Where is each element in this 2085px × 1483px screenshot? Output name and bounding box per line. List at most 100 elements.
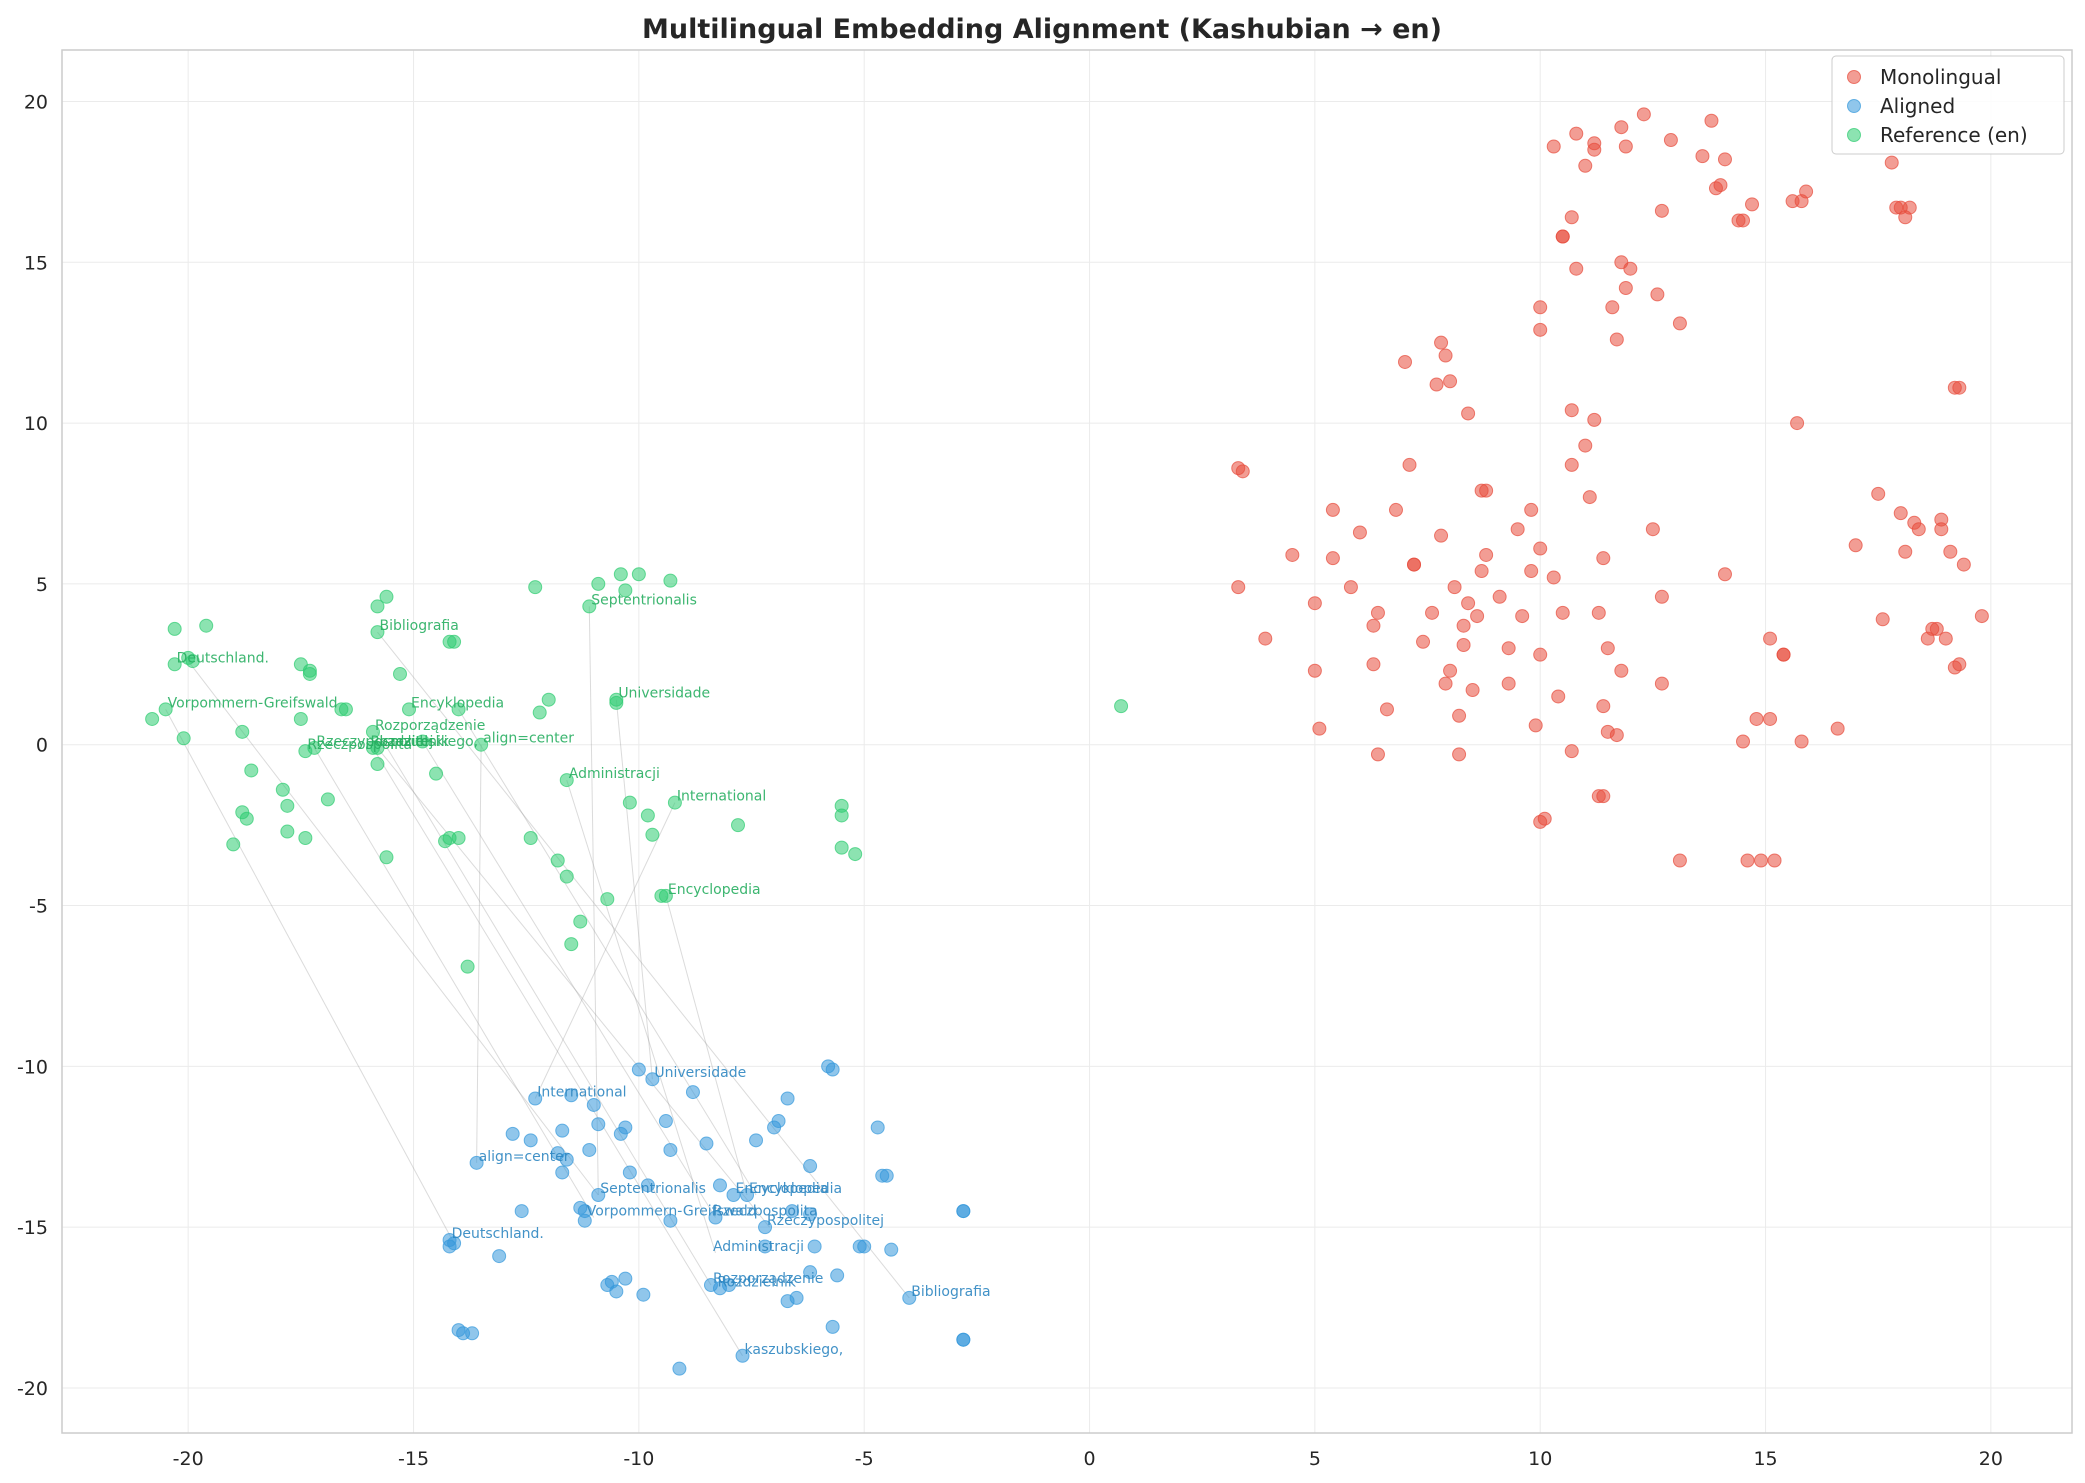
data-point <box>631 567 646 582</box>
x-tick-label: 15 <box>1753 1448 1777 1470</box>
data-point <box>1447 580 1462 595</box>
data-point <box>1452 747 1467 762</box>
data-point <box>1569 261 1584 276</box>
aligned-point-label: Rzeczypospolitej <box>767 1213 884 1229</box>
data-point <box>956 1332 971 1347</box>
data-point <box>1416 634 1431 649</box>
data-point <box>1537 811 1552 826</box>
data-point <box>1429 377 1444 392</box>
data-point <box>1695 149 1710 164</box>
data-point <box>789 1290 804 1305</box>
aligned-point-label: Deutschland. <box>452 1226 544 1242</box>
y-tick-label: -5 <box>29 896 48 918</box>
data-point <box>1564 744 1579 759</box>
data-point <box>1492 589 1507 604</box>
data-point <box>1902 200 1917 215</box>
x-tick-label: 10 <box>1528 1448 1552 1470</box>
data-point <box>830 1268 845 1283</box>
data-point <box>451 830 466 845</box>
data-points <box>145 107 1989 1376</box>
data-point <box>577 1204 592 1219</box>
aligned-point-label: align=center <box>479 1149 570 1165</box>
x-tick-label: 5 <box>1309 1448 1321 1470</box>
data-point <box>555 1123 570 1138</box>
data-point <box>785 1204 800 1219</box>
data-point <box>1650 287 1665 302</box>
data-point <box>1388 502 1403 517</box>
data-point <box>613 567 628 582</box>
data-point <box>1564 403 1579 418</box>
reference-point-label: Rzeczpospolita <box>307 737 412 753</box>
data-point <box>1884 155 1899 170</box>
data-point <box>1443 374 1458 389</box>
data-point <box>505 1126 520 1141</box>
data-point <box>609 1284 624 1299</box>
reference-point-label: Bibliografia <box>379 618 458 634</box>
data-point <box>631 1062 646 1077</box>
y-tick-label: -20 <box>17 1378 48 1400</box>
data-point <box>582 599 597 614</box>
data-point <box>1114 699 1129 714</box>
data-point <box>1898 544 1913 559</box>
data-point <box>1934 522 1949 537</box>
data-point <box>379 589 394 604</box>
data-point <box>1871 486 1886 501</box>
data-point <box>1591 605 1606 620</box>
data-point <box>1285 547 1300 562</box>
data-point <box>1736 213 1751 228</box>
data-point <box>1749 711 1764 726</box>
alignment-link <box>377 731 712 1286</box>
data-point <box>622 1165 637 1180</box>
reference-point-label: Septentrionalis <box>591 592 697 608</box>
data-point <box>618 1120 633 1135</box>
data-point <box>771 1114 786 1129</box>
data-point <box>1943 544 1958 559</box>
data-point <box>1582 490 1597 505</box>
data-point <box>1645 522 1660 537</box>
data-point <box>645 1072 660 1087</box>
data-point <box>1618 139 1633 154</box>
data-point <box>735 1348 750 1363</box>
data-point <box>1524 564 1539 579</box>
data-point <box>618 1271 633 1286</box>
data-point <box>645 827 660 842</box>
data-point <box>1754 853 1769 868</box>
data-point <box>1425 605 1440 620</box>
aligned-point-label: Vorpommern-Greifswald <box>587 1204 757 1220</box>
data-point <box>1609 728 1624 743</box>
data-point <box>1479 547 1494 562</box>
data-point <box>1231 580 1246 595</box>
data-point <box>1938 631 1953 646</box>
data-point <box>1398 354 1413 369</box>
data-point <box>1587 142 1602 157</box>
data-point <box>1452 708 1467 723</box>
reference-point-label: align=center <box>483 731 574 747</box>
point-labels: Septentrionalis Bibliografia Deutschland. V… <box>168 592 991 1357</box>
alignment-link <box>588 606 599 1196</box>
data-point <box>293 711 308 726</box>
data-point <box>803 1207 818 1222</box>
legend: Monolingual Aligned Reference (en) <box>1831 55 2065 155</box>
data-point <box>555 1165 570 1180</box>
data-point <box>1790 416 1805 431</box>
alignment-link <box>458 709 757 1196</box>
data-point <box>1717 152 1732 167</box>
data-point <box>591 1187 606 1202</box>
data-point <box>618 583 633 598</box>
aligned-point-label: Rozporządzenie <box>713 1271 823 1287</box>
data-point <box>1654 203 1669 218</box>
data-point <box>663 573 678 588</box>
data-point <box>1555 605 1570 620</box>
data-point <box>1501 676 1516 691</box>
data-point <box>573 914 588 929</box>
data-point <box>1618 281 1633 296</box>
data-point <box>1370 605 1385 620</box>
data-point <box>460 959 475 974</box>
data-point <box>780 1091 795 1106</box>
data-point <box>415 734 430 749</box>
data-point <box>370 757 385 772</box>
data-point <box>1307 663 1322 678</box>
data-point <box>1564 210 1579 225</box>
data-point <box>1546 570 1561 585</box>
data-point <box>1600 641 1615 656</box>
